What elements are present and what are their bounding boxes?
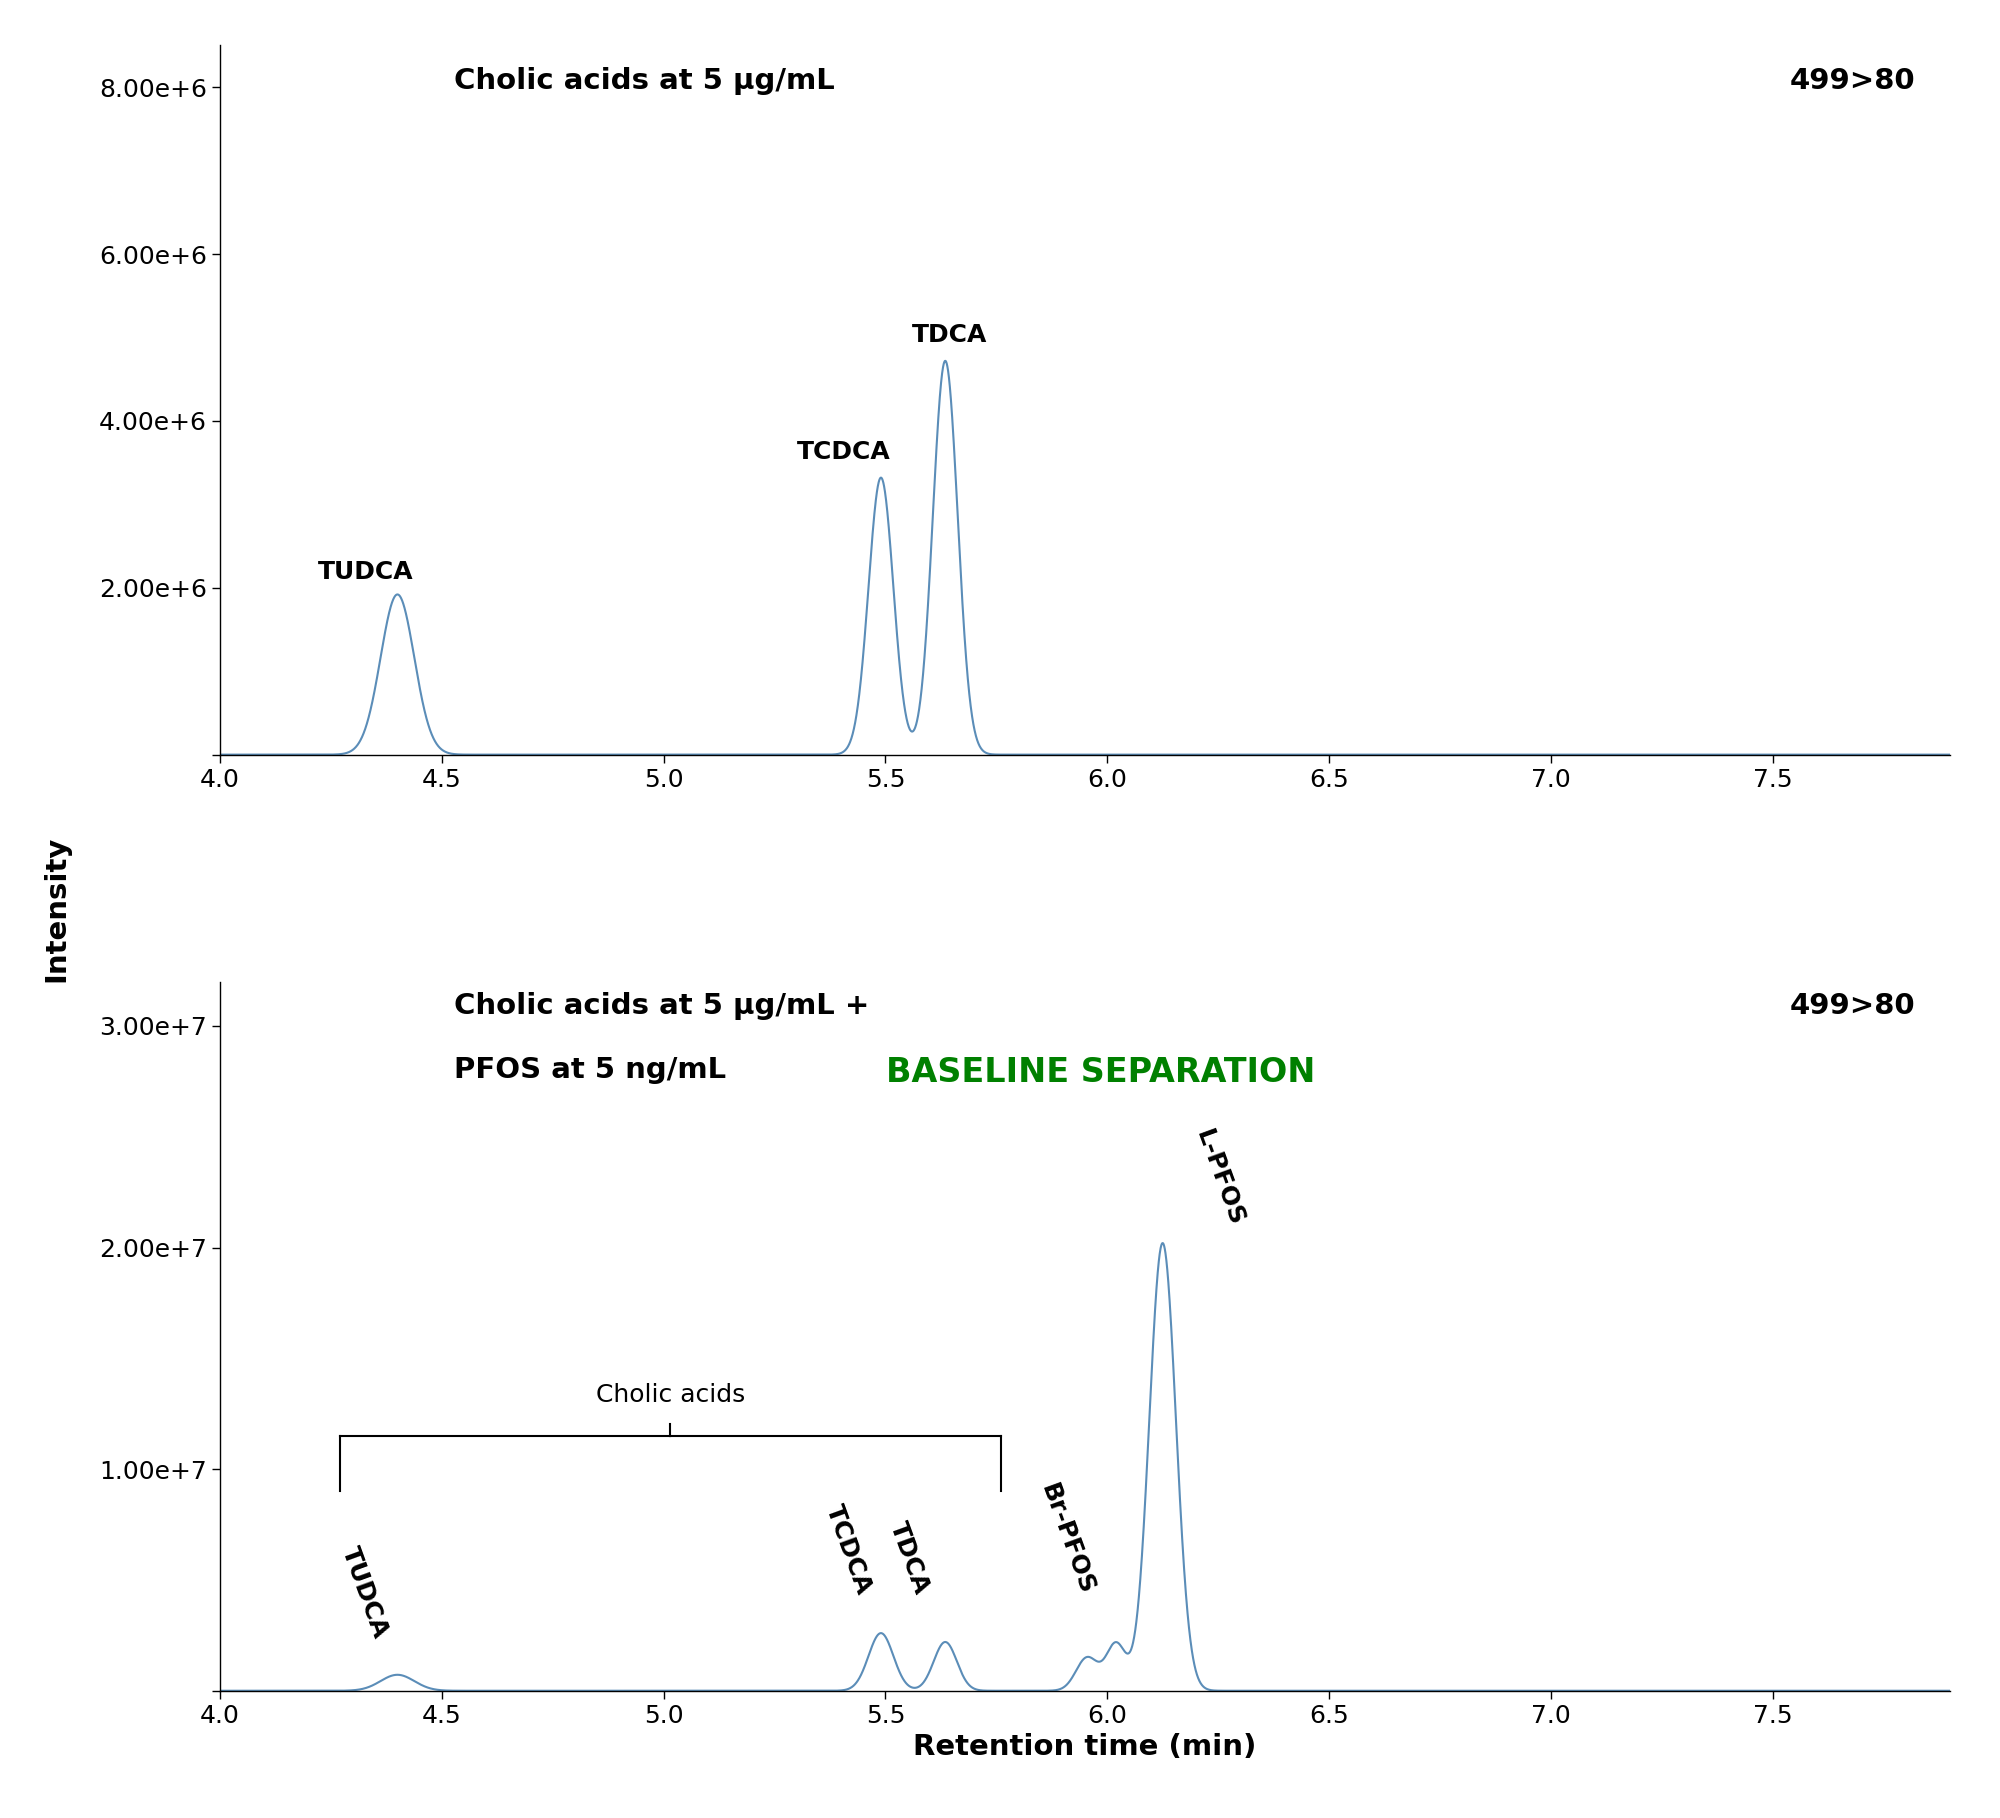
Text: TCDCA: TCDCA — [796, 440, 890, 464]
Text: 499>80: 499>80 — [1790, 67, 1916, 95]
Text: PFOS at 5 ng/mL: PFOS at 5 ng/mL — [454, 1056, 726, 1084]
Text: TUDCA: TUDCA — [338, 1543, 392, 1642]
Text: TDCA: TDCA — [912, 324, 988, 347]
X-axis label: Retention time (min): Retention time (min) — [914, 1734, 1256, 1762]
Text: TUDCA: TUDCA — [318, 560, 414, 584]
Text: Cholic acids at 5 μg/mL +: Cholic acids at 5 μg/mL + — [454, 993, 868, 1020]
Text: BASELINE SEPARATION: BASELINE SEPARATION — [886, 1056, 1316, 1089]
Text: Br-PFOS: Br-PFOS — [1036, 1480, 1098, 1598]
Text: TCDCA: TCDCA — [822, 1502, 876, 1598]
Text: 499>80: 499>80 — [1790, 993, 1916, 1020]
Text: Intensity: Intensity — [42, 836, 70, 982]
Text: TDCA: TDCA — [886, 1518, 934, 1598]
Text: Cholic acids at 5 μg/mL: Cholic acids at 5 μg/mL — [454, 67, 834, 95]
Text: L-PFOS: L-PFOS — [1192, 1127, 1248, 1229]
Text: Cholic acids: Cholic acids — [596, 1383, 744, 1407]
